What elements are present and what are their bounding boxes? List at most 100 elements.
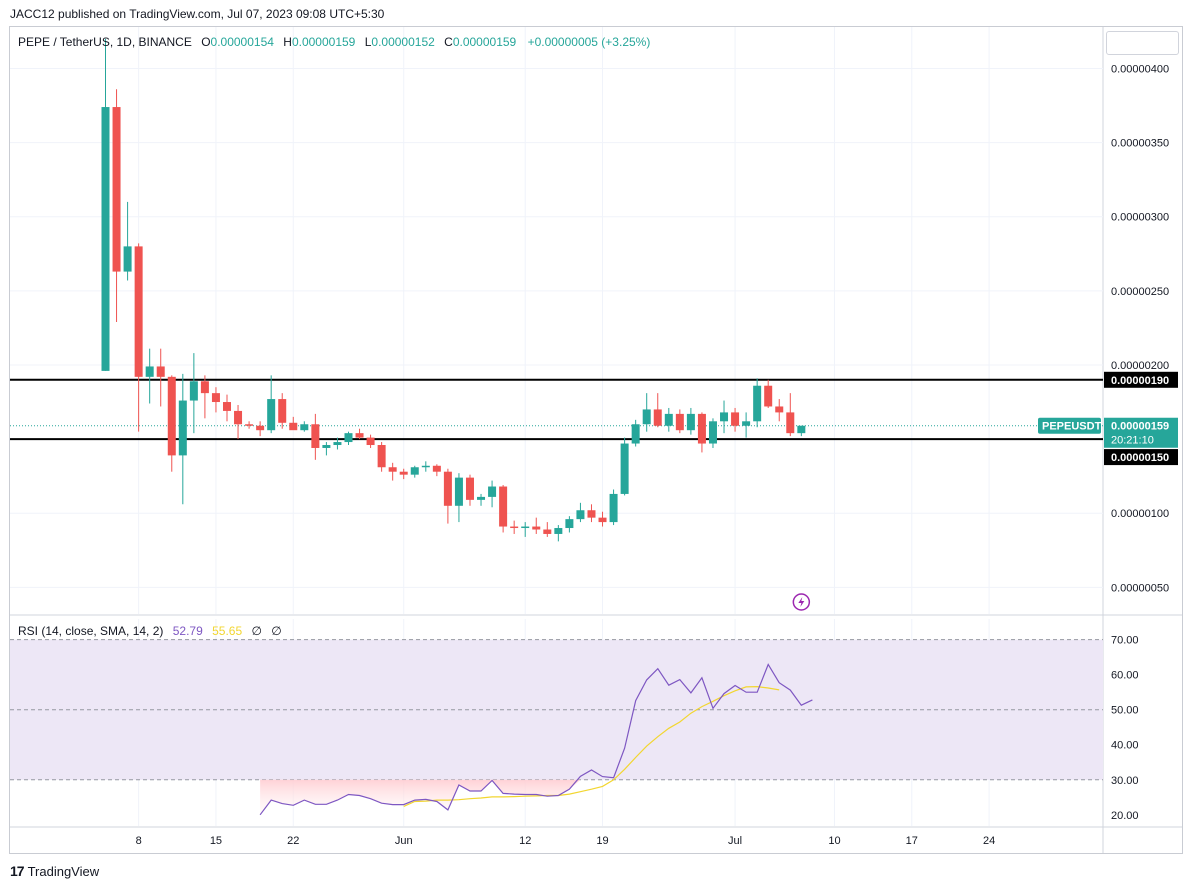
candle-body	[720, 412, 729, 422]
legend-open-label: O	[201, 35, 211, 49]
candle-body	[256, 425, 265, 431]
last-price-badge: 0.00000159	[1111, 421, 1169, 433]
candle-body	[477, 496, 486, 500]
candle-body	[112, 107, 121, 272]
candle-body	[565, 519, 574, 529]
x-tick-label: 12	[519, 835, 531, 847]
candle-body	[576, 510, 585, 520]
candle-body	[399, 471, 408, 475]
candle-body	[178, 400, 187, 456]
y-tick-label: 0.00000100	[1111, 508, 1169, 520]
candle-body	[200, 381, 209, 394]
legend-symbol[interactable]: PEPE / TetherUS, 1D, BINANCE	[18, 35, 192, 49]
candle-body	[344, 433, 353, 443]
y-tick-label: 0.00000300	[1111, 212, 1169, 224]
candle-body	[267, 399, 276, 431]
rsi-y-tick-label: 50.00	[1111, 705, 1139, 717]
x-tick-label: Jun	[395, 835, 413, 847]
footer-brand-label: TradingView	[27, 863, 100, 879]
candle-body	[554, 528, 563, 534]
candle-body	[753, 385, 762, 422]
legend-close-label: C	[444, 35, 453, 49]
legend-close-value: 0.00000159	[452, 35, 517, 49]
rsi-y-tick-label: 30.00	[1111, 775, 1139, 787]
candle-body	[289, 422, 298, 431]
candle-body	[465, 477, 474, 500]
candle-body	[167, 376, 176, 456]
price-scale-top-box[interactable]	[1106, 31, 1179, 55]
candle-body	[543, 529, 552, 534]
candle-body	[300, 424, 309, 431]
candle-body	[245, 424, 254, 426]
legend-high-label: H	[283, 35, 292, 49]
candle-body	[234, 410, 243, 425]
support-badge: 0.00000150	[1111, 452, 1169, 464]
rsi-y-tick-label: 60.00	[1111, 670, 1139, 682]
rsi-y-tick-label: 40.00	[1111, 740, 1139, 752]
x-tick-label: 8	[136, 835, 142, 847]
candle-body	[631, 424, 640, 444]
ticker-badge: PEPEUSDT	[1042, 421, 1102, 433]
candle-body	[211, 393, 220, 403]
support-badge-bg	[1104, 449, 1178, 466]
candle-body	[764, 385, 773, 407]
candle-body	[355, 433, 364, 438]
candle-body	[443, 471, 452, 506]
candle-body	[101, 107, 110, 371]
price-legend: PEPE / TetherUS, 1D, BINANCE O0.00000154…	[18, 35, 650, 49]
legend-open-value: 0.00000154	[210, 35, 274, 49]
x-tick-label: 22	[287, 835, 299, 847]
candle-body	[598, 517, 607, 523]
candle-body	[366, 437, 375, 446]
x-tick-label: 24	[983, 835, 995, 847]
candle-body	[123, 246, 132, 272]
candle-body	[620, 443, 629, 494]
rsi-oversold-fill	[260, 779, 614, 815]
candle-body	[686, 413, 695, 431]
candle-body	[145, 366, 154, 377]
y-tick-label: 0.00000050	[1111, 582, 1169, 594]
x-tick-label: 19	[596, 835, 608, 847]
x-tick-label: 15	[210, 835, 222, 847]
rsi-legend-title[interactable]: RSI (14, close, SMA, 14, 2)	[18, 624, 164, 638]
resistance-badge-bg	[1104, 371, 1178, 388]
publish-info: JACC12 published on TradingView.com, Jul…	[10, 7, 385, 21]
tradingview-logo-icon: 17	[10, 863, 25, 879]
footer-brand[interactable]: 17 TradingView	[10, 863, 99, 879]
candle-body	[278, 399, 287, 423]
rsi-legend: RSI (14, close, SMA, 14, 2) 52.79 55.65 …	[18, 624, 282, 638]
candle-body	[377, 445, 386, 468]
x-tick-label: Jul	[728, 835, 742, 847]
y-tick-label: 0.00000200	[1111, 360, 1169, 372]
candle-body	[488, 486, 497, 497]
legend-low-value: 0.00000152	[371, 35, 435, 49]
legend-high-value: 0.00000159	[291, 35, 356, 49]
candle-body	[675, 413, 684, 431]
y-tick-label: 0.00000350	[1111, 138, 1169, 150]
candle-body	[432, 465, 441, 472]
rsi-legend-sma-value: 55.65	[212, 624, 243, 638]
candle-body	[653, 409, 662, 426]
candle-body	[797, 425, 806, 434]
candle-body	[388, 467, 397, 472]
candle-body	[333, 442, 342, 446]
candle-body	[664, 413, 673, 426]
candle-body	[775, 406, 784, 413]
candle-body	[134, 246, 143, 377]
candle-body	[731, 412, 740, 426]
candle-body	[786, 412, 795, 434]
rsi-y-tick-label: 70.00	[1111, 635, 1139, 647]
candle-body	[421, 465, 430, 468]
candle-body	[642, 409, 651, 425]
candle-body	[587, 510, 596, 518]
candle-body	[521, 526, 530, 529]
candle-body	[708, 421, 717, 444]
y-tick-label: 0.00000400	[1111, 64, 1169, 76]
y-tick-label: 0.00000250	[1111, 286, 1169, 298]
countdown-badge: 20:21:10	[1111, 435, 1154, 447]
candle-body	[322, 445, 331, 448]
candle-body	[499, 486, 508, 527]
candle-body	[510, 526, 519, 529]
candle-body	[410, 467, 419, 475]
